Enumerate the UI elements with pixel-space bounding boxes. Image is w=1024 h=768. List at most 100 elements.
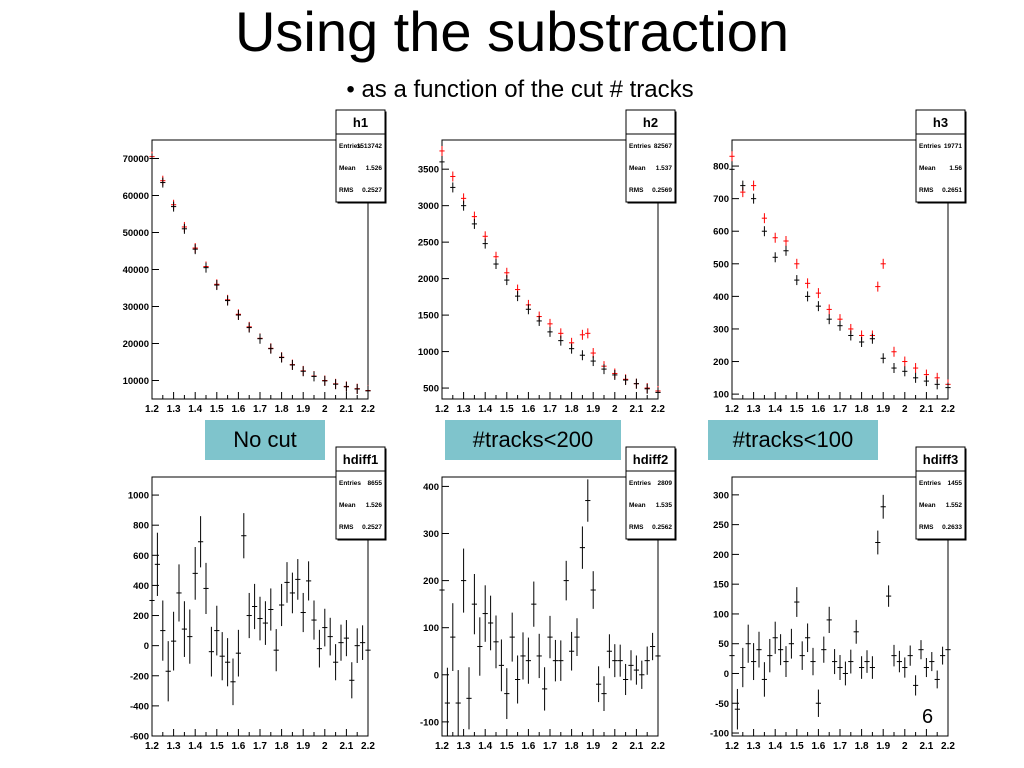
stats-label: Mean	[629, 165, 646, 172]
data-point	[498, 639, 504, 692]
data-point	[547, 326, 553, 337]
y-tick-label: 50	[718, 639, 729, 650]
x-tick-label: 2	[612, 741, 618, 752]
data-point	[729, 634, 735, 677]
stats-value: 8655	[368, 480, 383, 487]
slide-title: Using the substraction	[234, 0, 790, 63]
data-point	[300, 592, 306, 633]
stats-label: Entries	[919, 480, 941, 487]
data-point	[891, 644, 897, 667]
y-tick-label: 150	[713, 580, 729, 591]
stats-label: Mean	[339, 165, 356, 172]
data-point	[729, 164, 735, 175]
stats-label: Mean	[919, 502, 936, 509]
data-point	[633, 655, 639, 685]
data-point	[880, 494, 886, 519]
data-point	[585, 328, 591, 339]
data-point	[859, 336, 865, 347]
x-tick-label: 1.3	[457, 404, 471, 415]
data-point	[515, 655, 521, 704]
stats-value: 0.2569	[652, 187, 672, 194]
x-tick-label: 1.5	[790, 404, 804, 415]
y-tick-label: 300	[423, 529, 439, 540]
data-point	[450, 603, 456, 672]
y-tick-label: 100	[713, 609, 729, 620]
y-tick-label: 600	[133, 551, 149, 562]
data-point	[149, 153, 155, 164]
plot-frame	[151, 139, 369, 400]
data-point	[886, 585, 892, 607]
stats-value: 1.526	[366, 502, 383, 509]
x-tick-label: 2	[322, 404, 328, 415]
x-tick-label: 1.5	[210, 741, 224, 752]
data-point	[579, 526, 585, 569]
data-point	[815, 689, 821, 717]
stats-label: Mean	[339, 502, 356, 509]
data-point	[289, 359, 295, 370]
y-tick-label: 800	[713, 162, 729, 173]
data-point	[805, 291, 811, 302]
data-point	[450, 182, 456, 193]
x-tick-label: 1.7	[833, 404, 847, 415]
data-point	[623, 375, 629, 386]
data-point	[295, 559, 301, 600]
label-no-cut: No cut	[205, 420, 325, 460]
data-point	[896, 650, 902, 673]
stats-label: RMS	[629, 524, 644, 531]
data-point	[268, 588, 274, 631]
y-tick-label: 100	[423, 623, 439, 634]
data-point	[284, 562, 290, 603]
data-point	[455, 670, 461, 736]
stats-box	[625, 446, 676, 540]
x-tick-label: 2.1	[629, 404, 643, 415]
data-point	[246, 592, 252, 639]
x-tick-label: 1.3	[457, 741, 471, 752]
data-point	[644, 383, 650, 394]
stats-label: Mean	[919, 165, 936, 172]
data-point	[945, 640, 951, 659]
stats-value: 0.2633	[942, 524, 962, 531]
data-point	[252, 583, 258, 630]
data-point	[734, 688, 740, 730]
data-point	[365, 632, 371, 668]
series	[149, 153, 371, 396]
data-point	[772, 252, 778, 263]
label-tracks-200: #tracks<200	[445, 420, 621, 460]
data-point	[761, 226, 767, 237]
data-point	[902, 366, 908, 377]
data-point	[902, 356, 908, 367]
y-tick-label: 200	[713, 357, 729, 368]
data-point	[940, 646, 946, 665]
y-tick-label: 800	[133, 521, 149, 532]
data-point	[783, 646, 789, 678]
data-point	[772, 232, 778, 243]
y-tick-label: -100	[420, 717, 439, 728]
data-point	[783, 245, 789, 256]
x-tick-label: 1.2	[435, 741, 449, 752]
data-point	[891, 346, 897, 357]
data-point	[751, 180, 757, 191]
data-point	[815, 288, 821, 299]
x-tick-label: 2.2	[361, 404, 375, 415]
data-point	[788, 628, 794, 659]
data-point	[444, 667, 450, 736]
data-point	[799, 641, 805, 670]
x-tick-label: 2	[902, 741, 908, 752]
x-tick-label: 1.3	[167, 741, 181, 752]
chart-hdiff2: 1.2 1.3 1.4 1.5 1.6 1.7 1.8 1.9 2 2.1 2.2 -100 0 100 2…	[420, 446, 677, 752]
data-point	[794, 258, 800, 269]
stats-box	[335, 109, 386, 203]
data-point	[590, 356, 596, 367]
data-point	[655, 642, 661, 670]
data-point	[208, 626, 214, 677]
data-point	[241, 513, 247, 559]
data-point	[842, 661, 848, 686]
histogram-name: hdiff1	[343, 452, 378, 467]
data-point	[805, 623, 811, 653]
data-point	[214, 280, 220, 291]
data-point	[837, 320, 843, 331]
y-tick-label: 100	[713, 390, 729, 401]
x-tick-label: 1.9	[586, 404, 600, 415]
data-point	[471, 574, 477, 635]
data-point	[907, 645, 913, 666]
